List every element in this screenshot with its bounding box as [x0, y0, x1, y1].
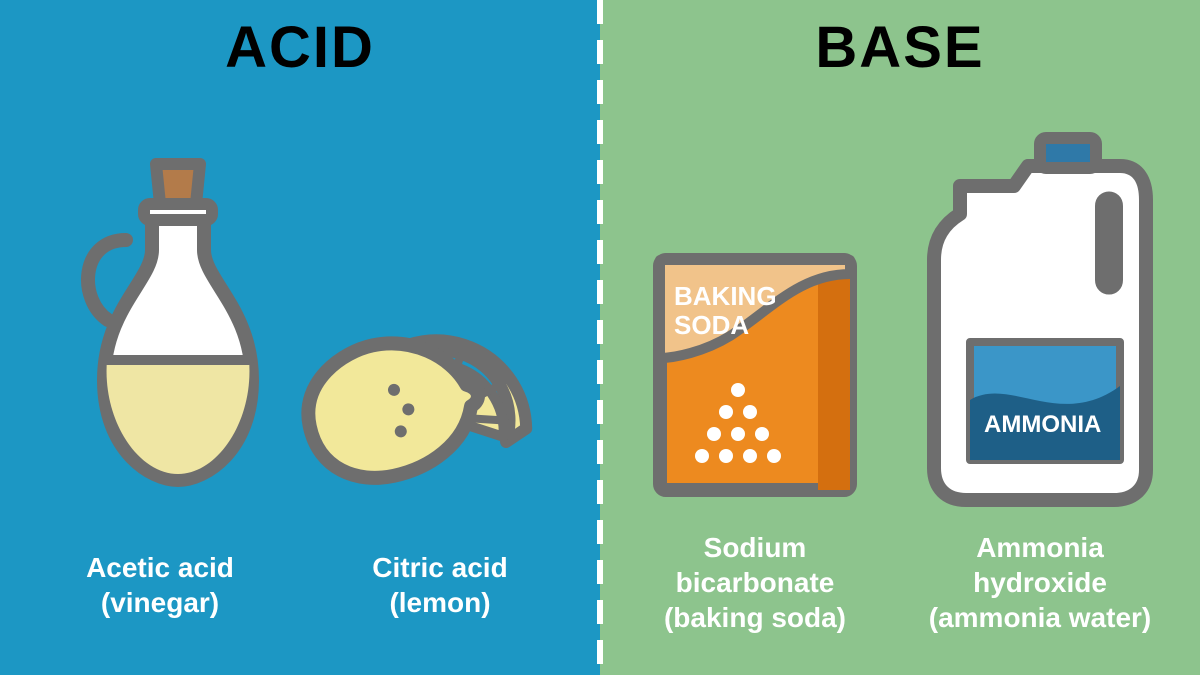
caption-line: (lemon)	[330, 585, 550, 620]
panel-acid: ACID	[0, 0, 600, 675]
title-acid: ACID	[0, 14, 600, 81]
title-base: BASE	[600, 14, 1200, 81]
caption-line: (ammonia water)	[900, 600, 1180, 635]
panel-base: BASE BAKING SODA	[600, 0, 1200, 675]
caption-line: bicarbonate	[630, 565, 880, 600]
caption-line: Sodium	[630, 530, 880, 565]
caption-line: hydroxide	[900, 565, 1180, 600]
caption-line: Citric acid	[330, 550, 550, 585]
svg-text:AMMONIA: AMMONIA	[984, 411, 1101, 438]
baking-soda-icon: BAKING SODA	[650, 250, 860, 500]
divider-dashed	[597, 0, 603, 675]
caption-line: (baking soda)	[630, 600, 880, 635]
lemon-icon	[300, 300, 560, 500]
caption-line: Ammonia	[900, 530, 1180, 565]
caption-line: Acetic acid	[40, 550, 280, 585]
caption-lemon: Citric acid (lemon)	[330, 550, 550, 620]
vinegar-icon	[60, 130, 280, 490]
caption-baking-soda: Sodium bicarbonate (baking soda)	[630, 530, 880, 635]
caption-line: (vinegar)	[40, 585, 280, 620]
caption-vinegar: Acetic acid (vinegar)	[40, 550, 280, 620]
ammonia-icon: AMMONIA	[910, 130, 1160, 510]
svg-text:BAKING: BAKING	[674, 281, 777, 311]
svg-text:SODA: SODA	[674, 310, 749, 340]
infographic-stage: ACID	[0, 0, 1200, 675]
caption-ammonia: Ammonia hydroxide (ammonia water)	[900, 530, 1180, 635]
